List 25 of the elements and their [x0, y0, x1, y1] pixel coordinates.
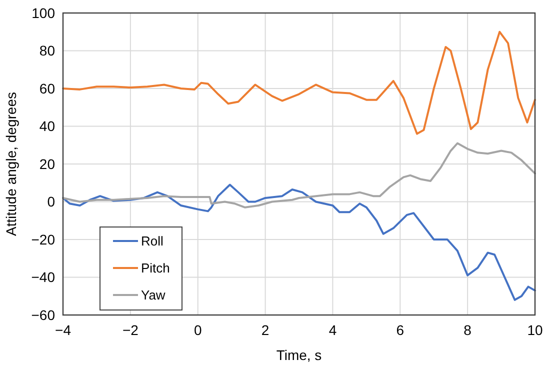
x-tick-label: −2	[122, 322, 139, 338]
y-tick-label: −20	[31, 231, 56, 248]
line-series	[62, 30, 536, 135]
legend-label: Roll	[141, 234, 164, 249]
y-tick-label: −40	[31, 269, 56, 286]
y-tick-label: 20	[39, 156, 56, 172]
y-tick-label: 60	[39, 80, 56, 96]
x-tick-label: 6	[396, 322, 404, 338]
x-tick-label: 8	[464, 322, 472, 338]
x-tick-label: 0	[194, 322, 202, 338]
x-tick-label: 2	[261, 322, 270, 338]
line-series	[62, 184, 536, 301]
y-tick-label: 40	[39, 118, 56, 134]
y-tick-label: −60	[31, 306, 56, 323]
x-tick-label: −4	[55, 322, 72, 338]
y-axis-title: Attitude angle, degrees	[3, 92, 19, 236]
x-tick-label: 4	[328, 322, 337, 338]
y-tick-label: 80	[39, 42, 56, 59]
line-series	[62, 142, 536, 208]
x-tick-label: 10	[527, 322, 543, 338]
y-tick-label: 100	[32, 4, 56, 21]
y-tick-label: 0	[47, 194, 56, 210]
legend-label: Yaw	[141, 288, 166, 303]
x-axis-title: Time, s	[276, 347, 322, 363]
legend-label: Pitch	[141, 260, 170, 276]
